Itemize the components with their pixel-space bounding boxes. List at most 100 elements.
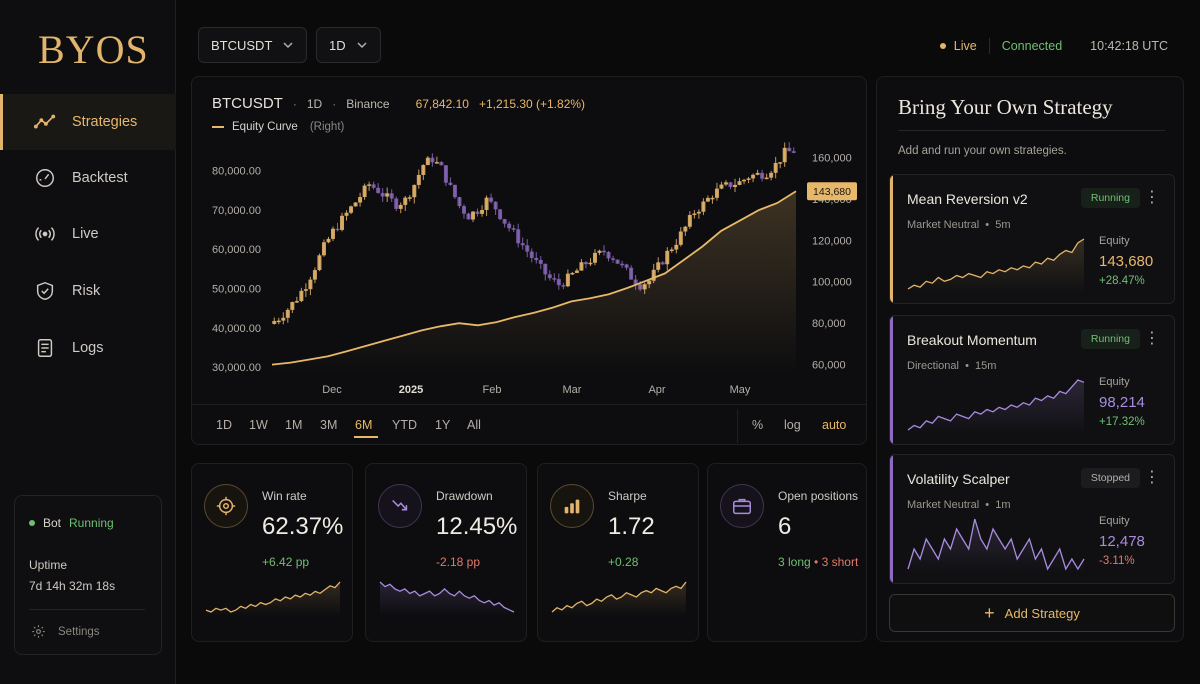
sidebar-item-strategies[interactable]: Strategies — [0, 94, 176, 150]
symbol-select-value: BTCUSDT — [211, 37, 273, 53]
sidebar-item-backtest[interactable]: Backtest — [0, 150, 176, 206]
candle — [443, 165, 448, 187]
metric-change: -2.18 pp — [436, 555, 481, 569]
x-axis-tick: May — [730, 384, 751, 396]
candle — [710, 195, 715, 204]
chart-interval: 1D — [306, 97, 323, 111]
settings-link[interactable]: Settings — [31, 624, 100, 639]
strategy-card[interactable]: Mean Reversion v2 Market Neutral • 5m Ru… — [889, 174, 1175, 304]
candle — [529, 248, 534, 263]
candle — [285, 308, 290, 323]
left-axis-tick: 50,000.00 — [212, 284, 261, 296]
candle — [746, 176, 751, 184]
candle — [516, 223, 521, 248]
status-badge: Stopped — [1080, 468, 1140, 488]
scale-auto[interactable]: auto — [822, 418, 847, 432]
candle — [678, 227, 683, 247]
metric-value: 1.72 — [608, 513, 655, 540]
sidebar-item-logs[interactable]: Logs — [0, 320, 176, 376]
x-axis-tick: Apr — [648, 384, 665, 396]
add-strategy-button[interactable]: + Add Strategy — [889, 594, 1175, 632]
chart-price: 67,842.10 — [415, 97, 469, 111]
candle — [290, 301, 295, 314]
metric-label: Win rate — [262, 489, 307, 503]
equity-label: Equity — [1099, 515, 1130, 527]
sidebar-item-live[interactable]: Live — [0, 206, 176, 262]
candle — [782, 142, 787, 167]
candle — [489, 193, 494, 204]
scale-percent[interactable]: % — [752, 418, 764, 432]
trend-down-icon — [378, 484, 422, 528]
left-axis-tick: 40,000.00 — [212, 323, 261, 335]
range-ytd[interactable]: YTD — [392, 418, 417, 432]
candle — [606, 250, 611, 262]
candle — [723, 180, 728, 187]
status-badge: Running — [1080, 188, 1140, 208]
metric-label: Drawdown — [436, 489, 493, 503]
range-3m[interactable]: 3M — [320, 418, 338, 432]
candle — [552, 273, 557, 283]
sidebar-item-label: Risk — [72, 283, 101, 299]
candle — [602, 245, 607, 256]
chevron-down-icon — [357, 42, 367, 49]
strategy-sparkline — [907, 518, 1085, 573]
price-chart[interactable]: 80,000.00 70,000.00 60,000.00 50,000.00 40,0… — [192, 77, 867, 404]
candle — [317, 253, 322, 272]
price-chart-panel: 80,000.00 70,000.00 60,000.00 50,000.00 40,0… — [191, 76, 867, 445]
left-axis-tick: 30,000.00 — [212, 362, 261, 374]
sidebar-item-label: Strategies — [72, 114, 138, 130]
candle — [538, 256, 543, 270]
left-axis-tick: 70,000.00 — [212, 205, 261, 217]
scale-log[interactable]: log — [784, 418, 801, 432]
candle — [687, 211, 692, 229]
candle — [592, 249, 597, 266]
more-options-icon[interactable]: ⋮ — [1144, 330, 1160, 347]
equity-area — [272, 191, 796, 375]
divider — [988, 38, 990, 54]
candle — [484, 195, 489, 216]
range-1y[interactable]: 1Y — [435, 418, 451, 432]
range-1w[interactable]: 1W — [249, 418, 268, 432]
range-1d[interactable]: 1D — [216, 418, 232, 432]
bot-status-card: Bot Running Uptime 7d 14h 32m 18s Settin… — [14, 495, 162, 655]
range-all[interactable]: All — [467, 418, 481, 432]
candle — [728, 182, 733, 190]
interval-select-value: 1D — [329, 37, 346, 53]
more-options-icon[interactable]: ⋮ — [1144, 469, 1160, 486]
panel-title: Bring Your Own Strategy — [898, 95, 1113, 119]
last-equity-tag: 143,680 — [807, 182, 857, 201]
document-icon — [37, 339, 53, 357]
equity-change: +28.47% — [1099, 275, 1145, 287]
candle — [773, 156, 778, 179]
target-icon — [204, 484, 248, 528]
more-options-icon[interactable]: ⋮ — [1144, 189, 1160, 206]
strategy-card[interactable]: Breakout Momentum Directional • 15m Runn… — [889, 315, 1175, 445]
candle — [543, 263, 548, 281]
interval-select[interactable]: 1D — [316, 27, 381, 63]
candle — [371, 181, 376, 190]
chart-exchange: Binance — [346, 97, 390, 111]
symbol-select[interactable]: BTCUSDT — [198, 27, 307, 63]
candle — [683, 225, 688, 236]
right-axis-tick: 100,000 — [812, 277, 852, 289]
chevron-down-icon — [283, 42, 293, 49]
sidebar-item-risk[interactable]: Risk — [0, 263, 176, 319]
connection-label: Connected — [1001, 39, 1063, 53]
range-1m[interactable]: 1M — [285, 418, 303, 432]
settings-label: Settings — [58, 625, 100, 638]
sparkline-area — [380, 582, 514, 616]
candle — [340, 212, 345, 232]
candle — [475, 208, 480, 217]
metric-card-sharpe: Sharpe 1.72 +0.28 — [537, 463, 699, 642]
sidebar: BYOS Strategies Backtest Live Risk Logs … — [0, 0, 176, 684]
bot-status-text: Running — [69, 516, 114, 530]
range-toolbar: 1D 1W 1M 3M 6M YTD 1Y All % log auto — [192, 404, 866, 444]
strategies-panel: Bring Your Own Strategy Add and run your… — [876, 76, 1184, 642]
sparkline-area — [908, 239, 1084, 293]
trend-line-icon — [34, 114, 56, 129]
app-logo: BYOS — [38, 27, 149, 72]
candle — [335, 222, 340, 232]
bot-label: Bot — [43, 516, 62, 530]
strategy-card[interactable]: Volatility Scalper Market Neutral • 1m S… — [889, 454, 1175, 584]
range-6m[interactable]: 6M — [355, 418, 373, 432]
